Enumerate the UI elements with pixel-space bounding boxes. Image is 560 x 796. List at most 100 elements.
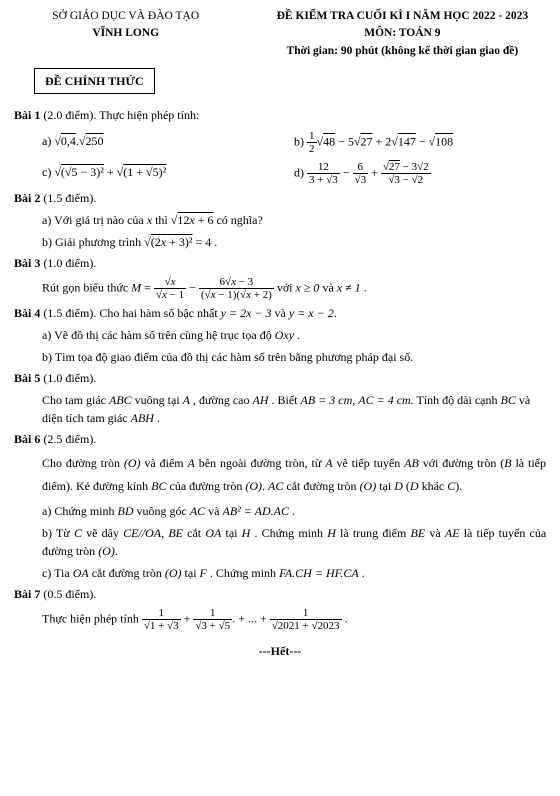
bai6-b4: cắt	[187, 526, 201, 540]
bai6-b6: . Chứng minh	[255, 526, 324, 540]
bai6-B: B	[504, 456, 511, 470]
bai5-t1: Cho tam giác	[42, 393, 106, 407]
bai2-a: a) Với giá trị nào của x thì √12x + 6 có…	[42, 211, 546, 229]
bai1-b: b) 12√48 − 5√27 + 2√147 − √108	[294, 130, 546, 155]
bai2: Bài 2 (1.5 điểm). a) Với giá trị nào của…	[14, 189, 546, 251]
bai6-p1c: bên ngoài đường tròn, từ	[199, 456, 322, 470]
bai6-BE: BE	[168, 526, 183, 540]
bai4-points: (1.5 điểm).	[43, 306, 96, 320]
bai6-title: Bài 6	[14, 432, 40, 446]
bai6-A2: A	[325, 456, 332, 470]
bai2-title: Bài 2	[14, 191, 40, 205]
bai6-dot: .	[262, 479, 265, 493]
bai6-b3: ,	[161, 526, 164, 540]
bai6-b8: và	[429, 526, 440, 540]
footer: ---Hết---	[14, 642, 546, 660]
bai5-points: (1.0 điểm).	[43, 371, 96, 385]
bai6-H2: H	[327, 526, 336, 540]
bai6-F: F	[200, 566, 207, 580]
bai3-expr: Rút gọn biểu thức M = √x√x − 1 − 6√x − 3…	[42, 276, 546, 301]
bai3-c1: x ≥ 0	[296, 280, 320, 294]
bai6-b: b) Từ C vẽ dây CE//OA, BE cắt OA tại H .…	[42, 524, 546, 560]
bai6-OA: OA	[205, 526, 221, 540]
bai6-O2: (O)	[245, 479, 262, 493]
bai6-p3b: tại	[379, 479, 391, 493]
bai6-c3: tại	[185, 566, 197, 580]
bai3-points: (1.0 điểm).	[43, 256, 96, 270]
bai6-fach: FA.CH = HF.CA	[279, 566, 359, 580]
bai4-y2: y = x − 2	[289, 306, 334, 320]
bai3-and: và	[322, 280, 333, 294]
bai6-H: H	[242, 526, 251, 540]
bai1-a: a) √0,4.√250	[42, 130, 294, 155]
bai6-p: Cho đường tròn (O) và điểm A bên ngoài đ…	[42, 452, 546, 498]
bai1-row2: c) √(√5 − 3)² + √(1 + √5)² d) 123 + √3 −…	[42, 161, 546, 186]
bai4-desc: Cho hai hàm số bậc nhất	[99, 306, 217, 320]
bai3-c2: x ≠ 1	[337, 280, 361, 294]
bai6-p1e: với	[423, 456, 439, 470]
bai6-ce: CE//OA	[123, 526, 161, 540]
bai6-C2: C	[74, 526, 82, 540]
bai6: Bài 6 (2.5 điểm). Cho đường tròn (O) và …	[14, 430, 546, 582]
bai1-d: d) 123 + √3 − 6√3 + √27 − 3√2√3 − √2	[294, 161, 546, 186]
bai2-b: b) Giải phương trình √(2x + 3)² = 4 .	[42, 233, 546, 251]
org-line1: SỞ GIÁO DỤC VÀ ĐÀO TẠO	[14, 8, 237, 25]
bai5-t3: , đường cao	[193, 393, 250, 407]
bai6-a2: vuông góc	[137, 504, 187, 518]
bai6-a3: và	[208, 504, 219, 518]
bai6-O: (O)	[124, 456, 141, 470]
bai6-b7: là trung điểm	[340, 526, 406, 540]
bai6-BD: BD	[118, 504, 134, 518]
bai6-c: c) Tia OA cắt đường tròn (O) tại F . Chứ…	[42, 564, 546, 582]
document-header: SỞ GIÁO DỤC VÀ ĐÀO TẠO VĨNH LONG ĐỀ KIỂM…	[14, 8, 546, 60]
official-label-wrap: ĐỀ CHÍNH THỨC	[14, 62, 546, 94]
bai6-p1b: và điểm	[144, 456, 183, 470]
bai6-b2: vẽ dây	[86, 526, 119, 540]
bai6-BC: BC	[151, 479, 166, 493]
bai5-line: Cho tam giác ABC vuông tại A , đường cao…	[42, 391, 546, 427]
bai6-p1d: vẽ tiếp tuyến	[336, 456, 400, 470]
bai6-O4: (O)	[98, 544, 115, 558]
bai5: Bài 5 (1.0 điểm). Cho tam giác ABC vuông…	[14, 369, 546, 427]
bai5-t4: . Biết	[272, 393, 298, 407]
bai6-p2a: đường tròn (	[442, 456, 504, 470]
bai4-a-t: a) Vẽ đồ thị các hàm số trên cùng hệ trụ…	[42, 328, 272, 342]
bai6-D: D	[394, 479, 403, 493]
bai1-title: Bài 1	[14, 108, 40, 122]
org-line2: VĨNH LONG	[14, 25, 237, 42]
bai6-c-t: c) Tia	[42, 566, 70, 580]
bai1-desc: Thực hiện phép tính:	[99, 108, 199, 122]
bai6-b-t: b) Từ	[42, 526, 70, 540]
bai5-abc: ABC	[109, 393, 132, 407]
bai1-c: c) √(√5 − 3)² + √(1 + √5)²	[42, 161, 294, 186]
bai7: Bài 7 (0.5 điểm). Thực hiện phép tính 1√…	[14, 585, 546, 632]
header-right: ĐỀ KIỂM TRA CUỐI KÌ I NĂM HỌC 2022 - 202…	[259, 8, 546, 60]
bai6-OA2: OA	[73, 566, 89, 580]
bai2-a-t1: a) Với giá trị nào của	[42, 213, 144, 227]
bai2-a-t2: thì	[155, 213, 168, 227]
bai2-points: (1.5 điểm).	[43, 191, 96, 205]
bai1-row1: a) √0,4.√250 b) 12√48 − 5√27 + 2√147 − √…	[42, 130, 546, 155]
bai4-oxy: Oxy	[275, 328, 294, 342]
bai6-p3d: khác	[422, 479, 445, 493]
bai6-p3a: tròn	[337, 479, 356, 493]
exam-title: ĐỀ KIỂM TRA CUỐI KÌ I NĂM HỌC 2022 - 202…	[259, 8, 546, 25]
bai6-AC: AC	[268, 479, 283, 493]
bai5-ac: AC = 4 cm.	[358, 393, 413, 407]
bai5-BC: BC	[500, 393, 515, 407]
bai4: Bài 4 (1.5 điểm). Cho hai hàm số bậc nhấ…	[14, 304, 546, 366]
bai2-a-t3: có nghĩa?	[216, 213, 262, 227]
bai5-ab: AB = 3 cm,	[301, 393, 356, 407]
bai1-a-label: a)	[42, 134, 51, 148]
exam-subject: MÔN: TOÁN 9	[259, 25, 546, 42]
bai5-t5: Tính	[417, 393, 440, 407]
bai3-desc: Rút gọn biểu thức	[42, 280, 128, 294]
bai6-a: a) Chứng minh BD vuông góc AC và AB² = A…	[42, 502, 546, 520]
bai1: Bài 1 (2.0 điểm). Thực hiện phép tính: a…	[14, 106, 546, 186]
bai5-A: A	[183, 393, 190, 407]
bai7-expr: Thực hiện phép tính 1√1 + √3 + 1√3 + √5.…	[42, 607, 546, 632]
exam-time: Thời gian: 90 phút (không kể thời gian g…	[259, 43, 546, 60]
bai1-b-label: b)	[294, 134, 304, 148]
bai6-c4: . Chứng minh	[210, 566, 276, 580]
bai6-O5: (O)	[165, 566, 182, 580]
